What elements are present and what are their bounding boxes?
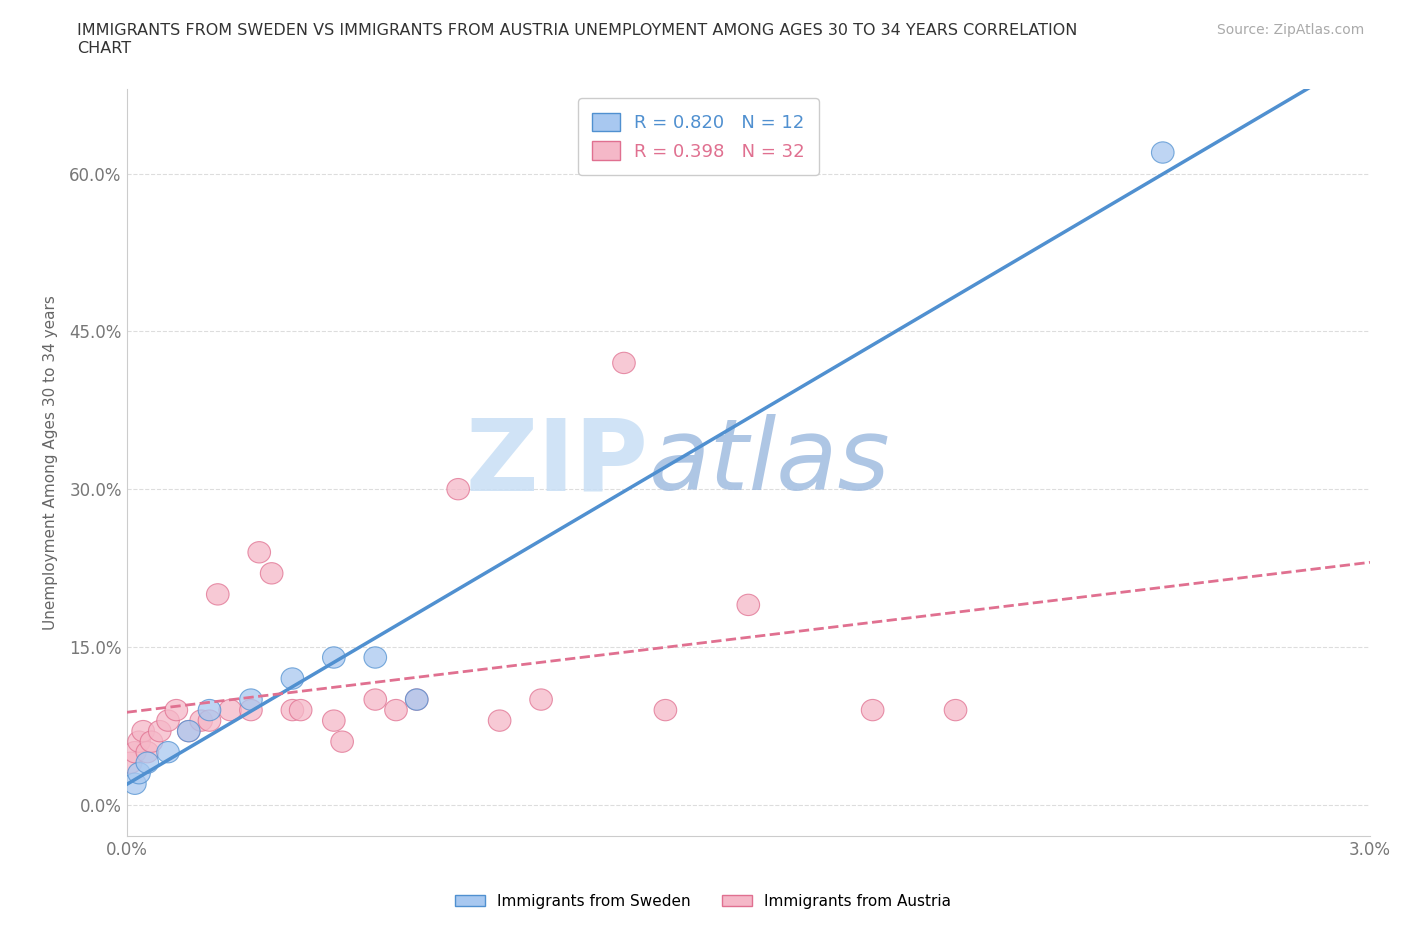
Text: atlas: atlas (648, 415, 890, 512)
Ellipse shape (124, 773, 146, 794)
Ellipse shape (364, 647, 387, 668)
Text: IMMIGRANTS FROM SWEDEN VS IMMIGRANTS FROM AUSTRIA UNEMPLOYMENT AMONG AGES 30 TO : IMMIGRANTS FROM SWEDEN VS IMMIGRANTS FRO… (77, 23, 1078, 56)
Ellipse shape (132, 721, 155, 742)
Legend: Immigrants from Sweden, Immigrants from Austria: Immigrants from Sweden, Immigrants from … (449, 888, 957, 915)
Ellipse shape (239, 699, 263, 721)
Ellipse shape (945, 699, 967, 721)
Ellipse shape (281, 699, 304, 721)
Ellipse shape (862, 699, 884, 721)
Ellipse shape (124, 741, 146, 763)
Ellipse shape (128, 731, 150, 752)
Ellipse shape (322, 647, 344, 668)
Ellipse shape (190, 710, 212, 731)
Ellipse shape (613, 352, 636, 374)
Ellipse shape (364, 689, 387, 711)
Ellipse shape (385, 699, 408, 721)
Ellipse shape (654, 699, 676, 721)
Ellipse shape (219, 699, 242, 721)
Ellipse shape (530, 689, 553, 711)
Ellipse shape (136, 741, 159, 763)
Ellipse shape (322, 710, 344, 731)
Text: Source: ZipAtlas.com: Source: ZipAtlas.com (1216, 23, 1364, 37)
Ellipse shape (447, 479, 470, 499)
Y-axis label: Unemployment Among Ages 30 to 34 years: Unemployment Among Ages 30 to 34 years (44, 296, 58, 631)
Legend: R = 0.820   N = 12, R = 0.398   N = 32: R = 0.820 N = 12, R = 0.398 N = 32 (578, 99, 820, 175)
Ellipse shape (260, 563, 283, 584)
Ellipse shape (120, 752, 142, 774)
Ellipse shape (405, 689, 427, 711)
Ellipse shape (488, 710, 510, 731)
Ellipse shape (177, 721, 200, 742)
Ellipse shape (198, 710, 221, 731)
Ellipse shape (177, 721, 200, 742)
Ellipse shape (156, 710, 180, 731)
Ellipse shape (239, 689, 263, 711)
Ellipse shape (247, 541, 270, 563)
Ellipse shape (136, 752, 159, 774)
Ellipse shape (405, 689, 427, 711)
Ellipse shape (198, 699, 221, 721)
Ellipse shape (330, 731, 353, 752)
Ellipse shape (128, 763, 150, 784)
Ellipse shape (141, 731, 163, 752)
Ellipse shape (156, 741, 180, 763)
Ellipse shape (1152, 142, 1174, 163)
Ellipse shape (165, 699, 187, 721)
Ellipse shape (290, 699, 312, 721)
Ellipse shape (149, 721, 172, 742)
Text: ZIP: ZIP (465, 415, 648, 512)
Ellipse shape (737, 594, 759, 616)
Ellipse shape (207, 584, 229, 605)
Ellipse shape (281, 668, 304, 689)
